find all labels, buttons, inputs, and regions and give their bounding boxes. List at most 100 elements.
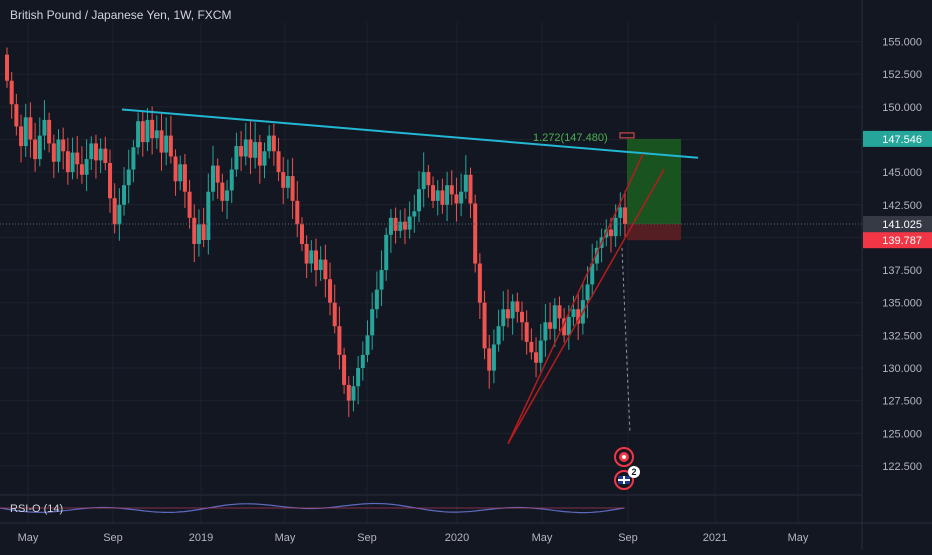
candle-body (576, 309, 581, 324)
candle-body (566, 317, 571, 336)
candle-body (431, 185, 436, 201)
candle-body (328, 279, 333, 303)
candle-body (117, 204, 122, 225)
y-tick-label: 130.000 (882, 363, 922, 375)
candle-body (374, 289, 379, 310)
candle-body (332, 302, 337, 327)
candle-body (145, 119, 150, 143)
candle-body (159, 130, 164, 153)
event-markers[interactable]: 2 (614, 447, 640, 490)
y-tick-label: 125.000 (882, 428, 922, 440)
candle-body (459, 191, 464, 204)
y-tick-label: 155.000 (882, 37, 922, 49)
candle-body (84, 159, 89, 175)
y-tick-label: 122.500 (882, 461, 922, 473)
candle-body (370, 309, 375, 336)
uk-flag-icon[interactable]: 2 (614, 466, 640, 490)
wedge-lower-line[interactable] (507, 169, 665, 445)
candle-body (56, 139, 61, 162)
candle-body (384, 234, 389, 271)
candle-body (28, 117, 33, 140)
candle-body (131, 147, 136, 170)
candle-body (393, 217, 398, 231)
candle-body (538, 340, 543, 363)
y-tick-label: 145.000 (882, 167, 922, 179)
candle-body (150, 119, 155, 139)
candle-body (9, 80, 14, 105)
candle-body (276, 151, 281, 173)
candle-body (351, 386, 356, 401)
candle-body (482, 302, 487, 349)
price-axis[interactable]: 122.500 125.000 127.500 130.000 132.500 135.0… (861, 0, 932, 550)
candle-body (618, 207, 623, 218)
fib-extension-label: 1.272(147.480) (533, 132, 608, 144)
candle-body (108, 163, 112, 199)
projection-line[interactable] (621, 247, 631, 434)
drawings[interactable]: 1.272(147.480) (0, 108, 862, 445)
candle-body (477, 263, 482, 303)
x-tick-label: Sep (357, 532, 377, 544)
candle-body (590, 263, 595, 285)
y-tick-label: 132.500 (882, 330, 922, 342)
price-axis-bg (862, 0, 932, 550)
x-tick-label: May (18, 532, 39, 544)
candle-body (613, 217, 618, 237)
fib-anchor-box[interactable] (619, 132, 635, 139)
rsi-indicator-label[interactable]: RSI-O (14) (10, 503, 64, 515)
candle-body (417, 189, 421, 212)
candle-body (491, 344, 496, 371)
candle-body (196, 224, 201, 244)
candle-body (365, 335, 370, 355)
candle-body (187, 191, 192, 218)
candle-body (211, 165, 215, 192)
candle-body (173, 156, 178, 182)
candle-body (239, 146, 244, 157)
candle-body (346, 384, 351, 401)
candle-body (220, 182, 225, 201)
candle-body (398, 221, 403, 231)
price-badge-label: 147.546 (882, 134, 922, 146)
candle-body (51, 143, 56, 162)
candle-body (337, 326, 342, 355)
candle-body (505, 309, 510, 319)
y-tick-label: 127.500 (882, 396, 922, 408)
candle-body (42, 119, 47, 136)
candle-body (103, 148, 108, 163)
candle-body (295, 200, 300, 225)
price-badge: 141.025 (863, 216, 932, 233)
event-flag-icon[interactable] (614, 447, 634, 467)
candle-body (79, 164, 84, 175)
candle-body (342, 354, 347, 385)
x-tick-label: 2019 (189, 532, 213, 544)
candle-body (126, 169, 131, 186)
candle-body (594, 247, 599, 264)
candle-body (309, 250, 314, 264)
candle-body (520, 311, 524, 323)
candle-body (412, 211, 417, 217)
y-tick-label: 152.500 (882, 69, 922, 81)
price-badge-bg (863, 130, 932, 147)
x-tick-label: May (275, 532, 296, 544)
candle-body (323, 259, 328, 280)
y-tick-label: 137.500 (882, 265, 922, 277)
candle-body (562, 318, 567, 336)
wedge-upper-line[interactable] (507, 153, 644, 445)
candle-body (14, 104, 19, 127)
candle-body (543, 322, 548, 341)
resistance-trendline[interactable] (121, 108, 699, 159)
candle-body (360, 354, 365, 368)
candle-body (70, 152, 75, 173)
candle-body (534, 352, 539, 363)
y-tick-label: 135.000 (882, 298, 922, 310)
stop-zone (627, 224, 681, 241)
candle-body (496, 326, 501, 345)
candle-body (262, 151, 267, 166)
candle-body (271, 135, 276, 152)
candle-body (454, 194, 459, 204)
price-badge-bg (863, 216, 932, 233)
candle-body (225, 190, 230, 201)
time-axis[interactable]: May Sep 2019 May Sep 2020 May Sep 2021 May (0, 522, 932, 544)
candle-body (524, 322, 529, 342)
